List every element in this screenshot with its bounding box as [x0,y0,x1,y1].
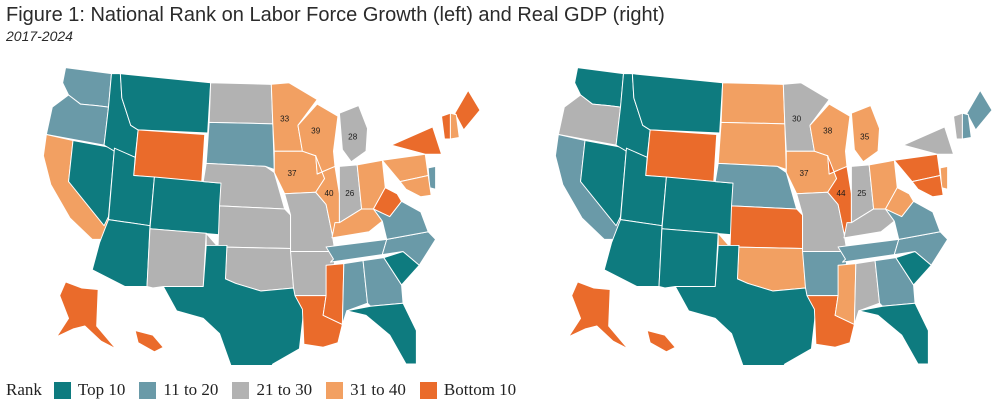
state-nd [208,82,274,125]
legend-label-top10: Top 10 [77,380,126,399]
state-mi [338,105,369,163]
legend-item-11-20: 11 to 20 [139,380,218,400]
legend-label-21-30: 21 to 30 [256,380,313,399]
state-fl [346,302,417,365]
rank-label-mi: 28 [348,133,357,142]
state-md [911,175,944,198]
state-ak [56,281,117,350]
map-left-states: 33 39 28 37 40 26 [42,67,481,365]
legend-title: Rank [6,380,42,399]
state-vt [953,112,963,140]
state-wy [645,129,718,183]
rank-label-ia: 37 [800,169,809,178]
legend-swatch-21-30 [232,381,250,399]
state-ms [834,263,857,325]
state-wy [133,129,206,183]
real-gdp-map: 30 38 35 37 44 25 [554,67,993,365]
state-fl [858,302,929,365]
state-ak [568,281,629,350]
state-hi [646,330,676,353]
state-tn [837,238,900,263]
state-me [454,89,481,131]
rank-label-wi: 39 [311,127,320,136]
state-ny [902,126,955,155]
rank-label-in: 26 [345,189,354,198]
figure-subtitle: 2017-2024 [6,28,73,44]
legend-label-31-40: 31 to 40 [350,380,406,399]
state-nd [720,82,786,125]
rank-label-in: 25 [857,189,866,198]
legend-swatch-11-20 [139,381,157,399]
state-co [661,176,734,236]
state-mt [631,73,724,134]
legend-label-11-20: 11 to 20 [163,380,219,399]
state-ny [390,126,443,155]
state-ks [729,205,804,249]
state-md [399,175,432,198]
state-wv [372,187,403,218]
state-tx [162,244,305,365]
state-nh [449,112,460,140]
state-nh [961,112,972,140]
legend-swatch-31-40 [326,381,344,399]
legend-label-bottom10: Bottom 10 [443,380,517,399]
legend-item-21-30: 21 to 30 [232,380,312,400]
legend: Rank Top 10 11 to 20 21 to 30 31 to 40 B… [6,380,530,400]
legend-swatch-bottom10 [419,381,437,399]
rank-label-mn: 33 [280,114,289,123]
rank-label-mn: 30 [792,114,801,123]
legend-item-bottom10: Bottom 10 [419,380,517,400]
state-nm [658,228,719,289]
figure-title: Figure 1: National Rank on Labor Force G… [6,4,665,26]
state-wv [884,187,915,218]
state-tn [325,238,388,263]
rank-label-wi: 38 [823,127,832,136]
rank-label-il: 44 [837,189,846,198]
rank-label-il: 40 [325,189,334,198]
state-sd [205,121,275,170]
labor-force-growth-map: 33 39 28 37 40 26 [42,67,481,365]
legend-swatch-top10 [53,381,71,399]
state-nm [146,228,207,289]
state-mt [119,73,212,134]
rank-label-ia: 37 [288,169,297,178]
state-co [149,176,222,236]
state-ks [217,205,292,249]
state-al [341,260,369,325]
state-sd [717,121,787,170]
state-vt [441,112,451,140]
rank-label-mi: 35 [860,133,869,142]
legend-item-top10: Top 10 [53,380,126,400]
legend-item-31-40: 31 to 40 [326,380,406,400]
state-me [966,89,993,131]
map-right-states: 30 38 35 37 44 25 [554,67,993,365]
state-tx [674,244,817,365]
state-mi [850,105,881,163]
state-ms [322,263,345,325]
state-hi [134,330,164,353]
state-al [853,260,881,325]
